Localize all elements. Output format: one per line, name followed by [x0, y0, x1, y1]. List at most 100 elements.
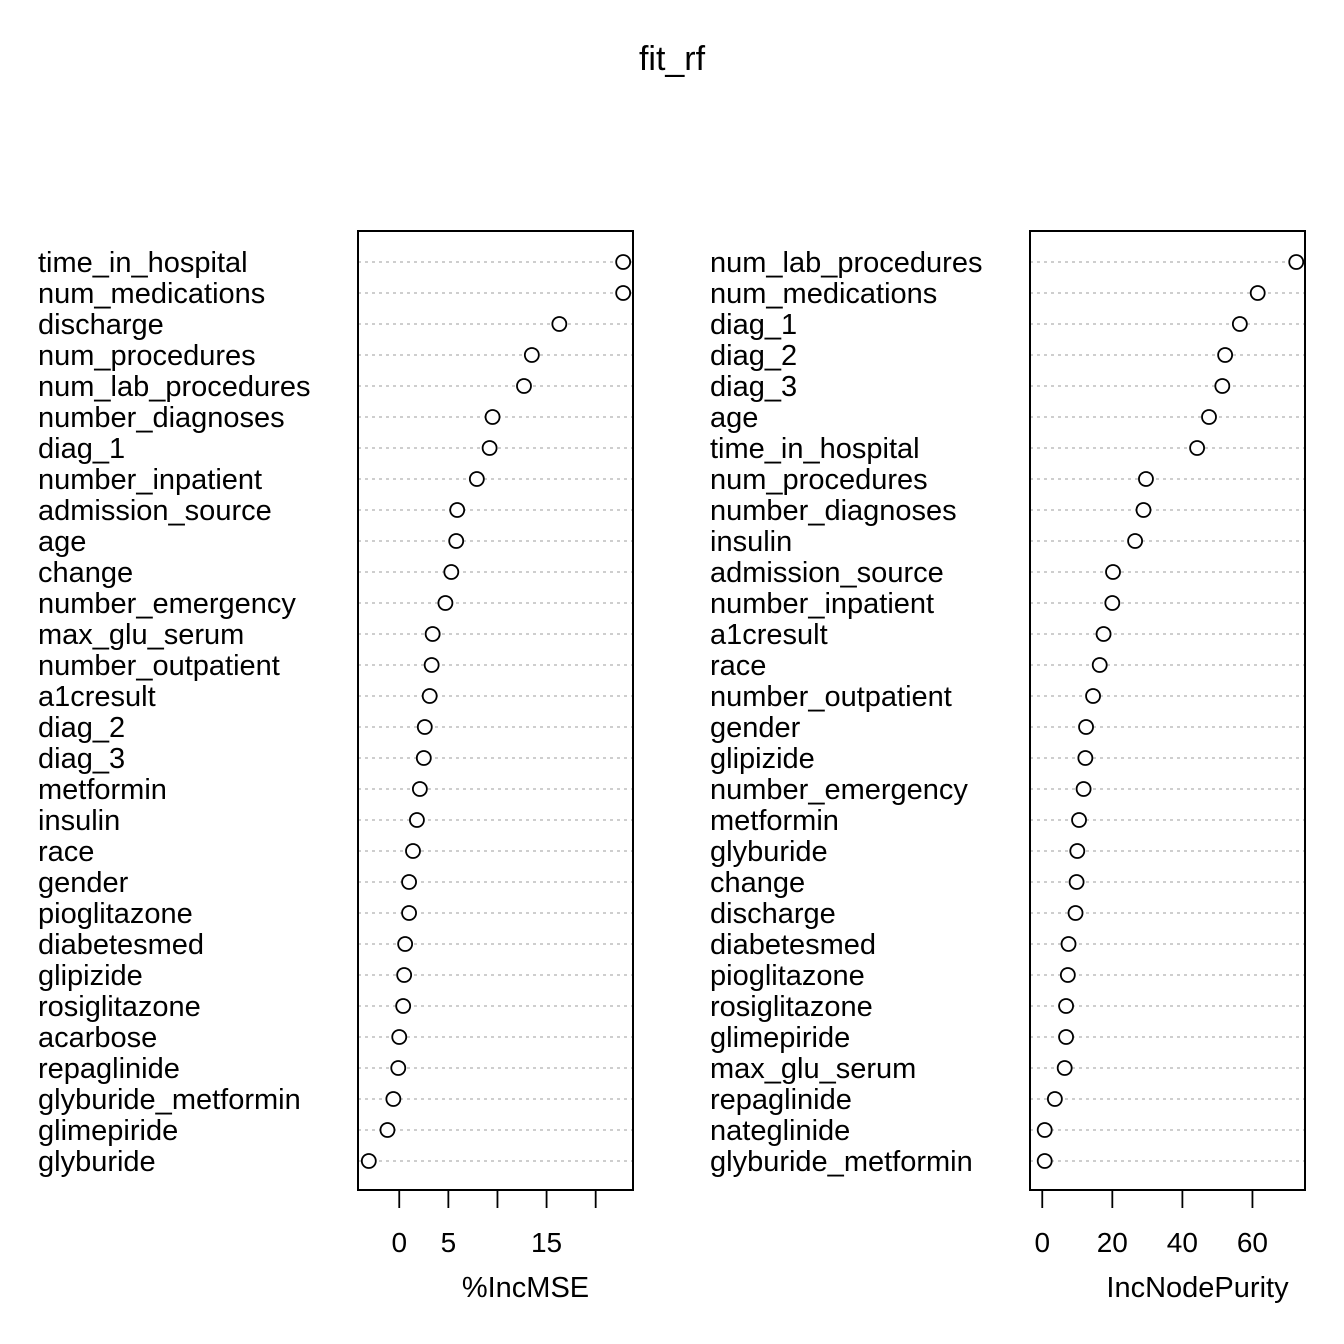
data-point [1249, 285, 1266, 301]
row-label: glyburide [710, 836, 828, 868]
data-point [1075, 781, 1092, 797]
row-label: rosiglitazone [38, 991, 201, 1023]
data-point [1058, 998, 1074, 1014]
data-point [1067, 905, 1084, 921]
data-point [1189, 440, 1206, 456]
data-point [481, 440, 498, 456]
row-label: admission_source [38, 495, 272, 527]
data-point [401, 905, 417, 921]
row-label: age [38, 526, 86, 558]
data-point [411, 781, 428, 797]
data-point [551, 316, 568, 332]
row-label: pioglitazone [38, 898, 193, 930]
data-point [1138, 471, 1154, 487]
data-point [484, 409, 501, 425]
row-label: glimepiride [38, 1115, 178, 1147]
data-point [409, 812, 425, 828]
row-label: glyburide_metformin [710, 1146, 973, 1178]
data-point [395, 998, 412, 1014]
row-label: rosiglitazone [710, 991, 873, 1023]
row-label: number_diagnoses [38, 402, 285, 434]
row-label: acarbose [38, 1022, 157, 1054]
row-label: race [38, 836, 94, 868]
row-label: admission_source [710, 557, 944, 589]
data-point [1135, 502, 1152, 518]
data-point [396, 967, 413, 983]
data-point [1095, 626, 1112, 642]
data-point [1068, 874, 1085, 890]
row-label: num_medications [38, 278, 265, 310]
data-point [516, 378, 532, 394]
data-point [385, 1091, 402, 1107]
row-label: diag_2 [38, 712, 125, 744]
data-point [1077, 750, 1094, 766]
row-label: diag_1 [38, 433, 125, 465]
row-label: diag_3 [38, 743, 125, 775]
x-tick-label: 40 [1167, 1227, 1198, 1258]
data-point [405, 843, 421, 859]
row-label: metformin [38, 774, 167, 806]
data-point [1127, 533, 1143, 549]
data-point [423, 657, 440, 673]
x-axis-title: %IncMSE [462, 1272, 589, 1304]
row-label: pioglitazone [710, 960, 865, 992]
data-point [424, 626, 441, 642]
data-point [1060, 936, 1077, 952]
data-point [415, 750, 432, 766]
data-point [379, 1122, 396, 1138]
row-label: number_outpatient [38, 650, 280, 682]
data-point [448, 533, 465, 549]
row-label: max_glu_serum [710, 1053, 916, 1085]
x-tick-label: 0 [1034, 1227, 1050, 1258]
row-label: metformin [710, 805, 839, 837]
x-tick-label: 60 [1237, 1227, 1268, 1258]
row-label: discharge [710, 898, 836, 930]
data-point [449, 502, 466, 518]
data-point [1217, 347, 1234, 363]
x-tick-label: 0 [391, 1227, 407, 1258]
data-point [468, 471, 485, 487]
row-label: number_inpatient [710, 588, 934, 620]
data-point [1104, 595, 1121, 611]
row-label: time_in_hospital [38, 247, 248, 279]
data-point [443, 564, 460, 580]
x-tick-label: 15 [531, 1227, 562, 1258]
data-point [523, 347, 540, 363]
data-point [437, 595, 454, 611]
row-label: number_diagnoses [710, 495, 957, 527]
row-label: glimepiride [710, 1022, 850, 1054]
data-point [1069, 843, 1086, 859]
data-point [1078, 719, 1094, 735]
row-label: glyburide [38, 1146, 156, 1178]
x-tick-label: 20 [1097, 1227, 1128, 1258]
data-point [397, 936, 414, 952]
data-point [1231, 316, 1248, 332]
row-label: insulin [710, 526, 792, 558]
row-label: number_emergency [710, 774, 968, 806]
row-label: gender [710, 712, 801, 744]
data-point [1058, 1029, 1074, 1045]
x-axis-title: IncNodePurity [1106, 1272, 1289, 1304]
data-point [1091, 657, 1108, 673]
data-point [416, 719, 433, 735]
row-label: diag_1 [710, 309, 797, 341]
row-label: num_procedures [38, 340, 256, 372]
plot-frame [357, 230, 634, 1191]
row-label: time_in_hospital [710, 433, 920, 465]
row-label: number_outpatient [710, 681, 952, 713]
row-label: diag_3 [710, 371, 797, 403]
data-point [1201, 409, 1217, 425]
row-label: num_lab_procedures [710, 247, 982, 279]
incmse-panel: time_in_hospitalnum_medicationsdischarge… [38, 230, 634, 1304]
x-tick-label: 5 [441, 1227, 457, 1258]
data-point [401, 874, 417, 890]
data-point [390, 1060, 407, 1076]
data-point [391, 1029, 408, 1045]
row-label: repaglinide [38, 1053, 180, 1085]
row-label: number_emergency [38, 588, 296, 620]
row-label: a1cresult [710, 619, 828, 651]
data-point [615, 285, 632, 301]
row-label: a1cresult [38, 681, 156, 713]
row-label: gender [38, 867, 129, 899]
